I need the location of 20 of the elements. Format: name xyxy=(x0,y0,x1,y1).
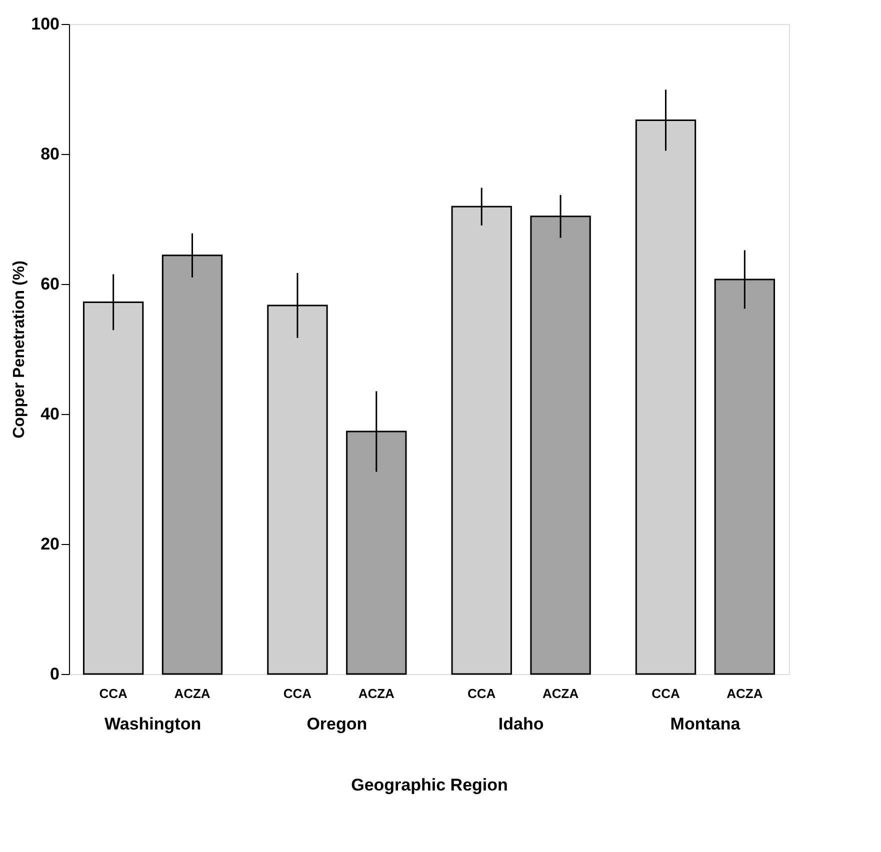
y-tick-label: 60 xyxy=(40,274,60,294)
x-axis-title: Geographic Region xyxy=(351,776,508,794)
y-tick-label: 40 xyxy=(40,404,60,424)
x-tick-label: Idaho xyxy=(498,714,544,734)
y-tick-label: 20 xyxy=(40,534,60,554)
text: ACZA xyxy=(358,686,394,701)
y-tick-label: 0 xyxy=(50,664,60,684)
text: ACZA xyxy=(726,686,763,701)
x-tick-label: Washington xyxy=(104,714,202,734)
y-tick-label: 100 xyxy=(31,14,60,34)
text: CCA xyxy=(468,686,496,701)
text: CCA xyxy=(283,686,312,701)
x-tick-label: Montana xyxy=(670,714,741,734)
series-label: CCA xyxy=(99,686,128,701)
y-axis-title: Copper Penetration (%) xyxy=(11,260,28,438)
y-tick-label: 80 xyxy=(40,144,60,164)
x-tick-label: Oregon xyxy=(306,714,368,734)
series-label: ACZA xyxy=(174,686,211,701)
text: CCA xyxy=(652,686,680,701)
text: ACZA xyxy=(542,686,579,701)
